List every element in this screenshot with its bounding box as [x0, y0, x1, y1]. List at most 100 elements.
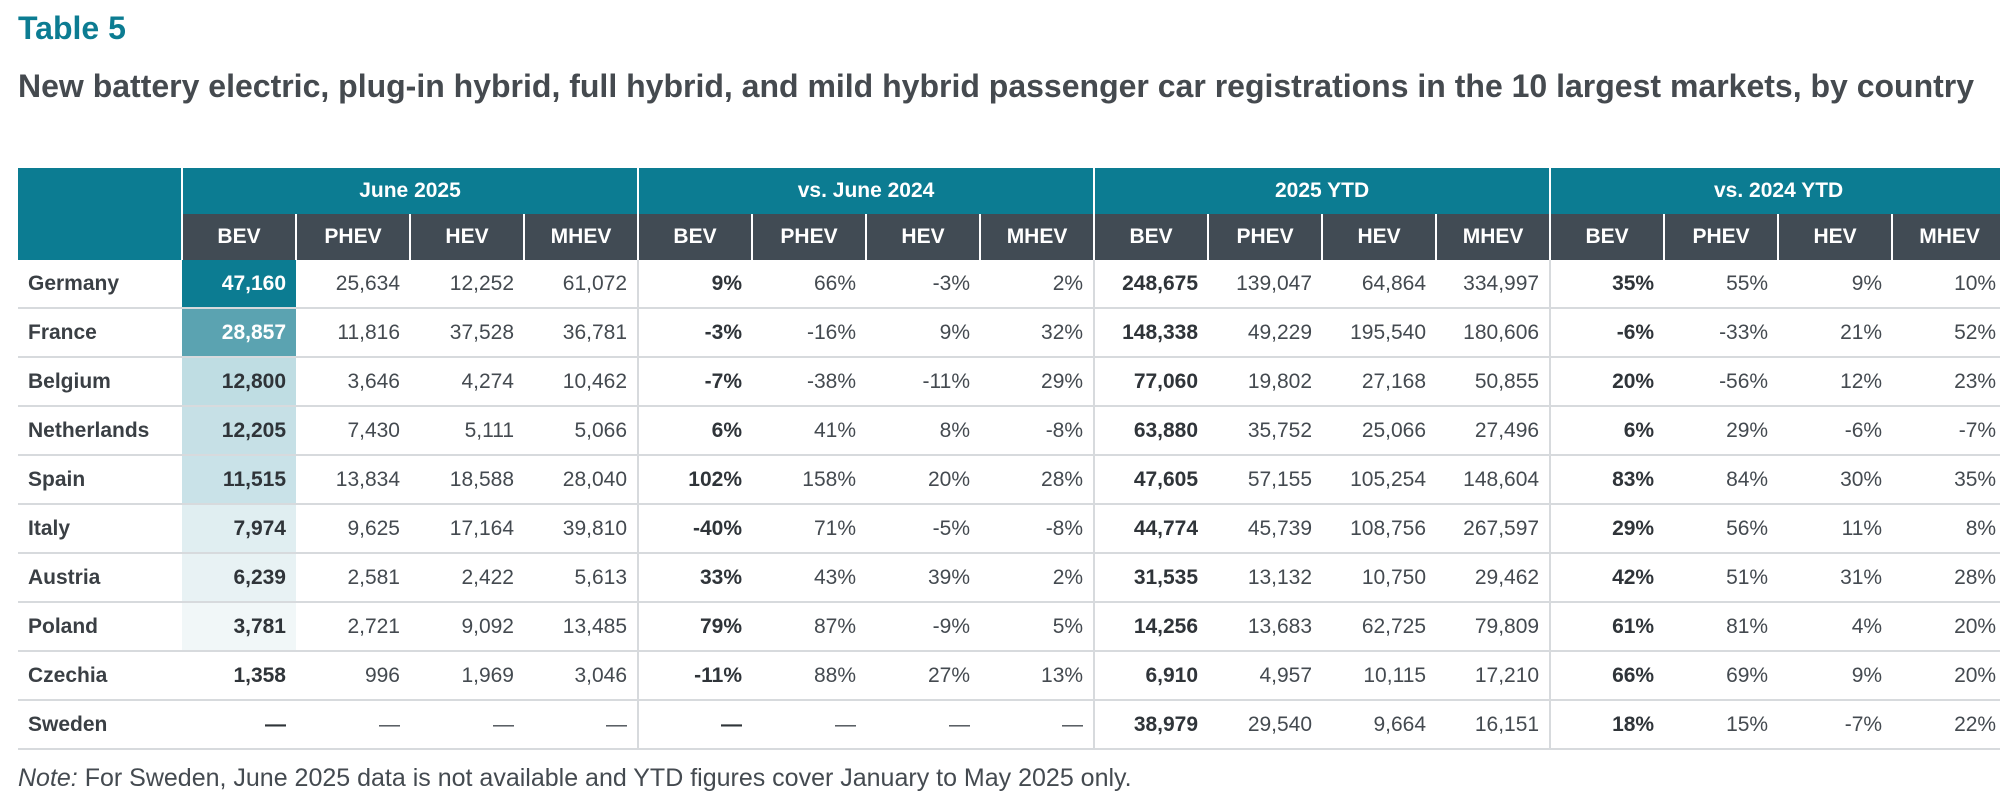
ytd-mhev-cell: 50,855: [1436, 357, 1551, 407]
vs-ytd-phev-cell: 51%: [1664, 553, 1779, 603]
subheader-mhev: MHEV: [1435, 214, 1551, 260]
ytd-bev-cell: 47,605: [1093, 455, 1209, 505]
vs-ytd-bev-cell: 29%: [1549, 504, 1665, 554]
vs-ytd-mhev-cell: -7%: [1892, 406, 2000, 456]
ytd-phev-cell: 139,047: [1208, 260, 1323, 309]
vs-ytd-hev-cell: 11%: [1778, 504, 1893, 554]
june-phev-cell: 996: [296, 651, 410, 701]
ytd-hev-cell: 105,254: [1322, 455, 1437, 505]
ytd-mhev-cell: 17,210: [1436, 651, 1551, 701]
june-mhev-cell: —: [524, 700, 639, 750]
vs-ytd-mhev-cell: 23%: [1892, 357, 2000, 407]
group-header-row: June 2025 vs. June 2024 2025 YTD vs. 202…: [18, 168, 2000, 214]
vs-ytd-hev-cell: 9%: [1778, 260, 1893, 309]
june-phev-cell: 11,816: [296, 308, 410, 358]
table-row: Sweden — — — — — — — —38,979 29,540 9,664 16,151 18%…: [18, 700, 2000, 750]
vs-ytd-bev-cell: 83%: [1549, 455, 1665, 505]
june-bev-cell: 6,239: [182, 553, 296, 603]
country-cell: Netherlands: [18, 406, 182, 456]
june-bev-cell: 1,358: [182, 651, 296, 701]
group-header-vs-june-2024: vs. June 2024: [637, 168, 1095, 214]
vs-june-phev-cell: 66%: [752, 260, 867, 309]
table-row: Italy 7,974 9,625 17,164 39,810 -40% 71% -5% -8%…: [18, 504, 2000, 554]
ytd-hev-cell: 64,864: [1322, 260, 1437, 309]
vs-june-mhev-cell: 2%: [980, 260, 1095, 309]
vs-june-phev-cell: -16%: [752, 308, 867, 358]
june-phev-cell: 2,581: [296, 553, 410, 603]
june-mhev-cell: 5,066: [524, 406, 639, 456]
ytd-hev-cell: 195,540: [1322, 308, 1437, 358]
vs-june-hev-cell: —: [866, 700, 981, 750]
corner-cell: [18, 168, 182, 214]
june-mhev-cell: 36,781: [524, 308, 639, 358]
vs-ytd-bev-cell: 61%: [1549, 602, 1665, 652]
vs-june-phev-cell: -38%: [752, 357, 867, 407]
vs-ytd-phev-cell: 81%: [1664, 602, 1779, 652]
vs-ytd-hev-cell: 12%: [1778, 357, 1893, 407]
ytd-bev-cell: 77,060: [1093, 357, 1209, 407]
group-header-vs-2024-ytd: vs. 2024 YTD: [1549, 168, 2000, 214]
ytd-bev-cell: 6,910: [1093, 651, 1209, 701]
vs-ytd-bev-cell: 42%: [1549, 553, 1665, 603]
june-bev-cell: 3,781: [182, 602, 296, 652]
vs-ytd-mhev-cell: 22%: [1892, 700, 2000, 750]
vs-ytd-bev-cell: 18%: [1549, 700, 1665, 750]
vs-june-mhev-cell: -8%: [980, 504, 1095, 554]
ytd-bev-cell: 248,675: [1093, 260, 1209, 309]
vs-june-mhev-cell: —: [980, 700, 1095, 750]
ytd-bev-cell: 14,256: [1093, 602, 1209, 652]
subheader-bev: BEV: [1549, 214, 1665, 260]
vs-june-phev-cell: 71%: [752, 504, 867, 554]
subheader-mhev: MHEV: [522, 214, 639, 260]
subheader-bev: BEV: [181, 214, 296, 260]
vs-ytd-hev-cell: 9%: [1778, 651, 1893, 701]
june-mhev-cell: 39,810: [524, 504, 639, 554]
vs-ytd-phev-cell: 69%: [1664, 651, 1779, 701]
june-hev-cell: 4,274: [410, 357, 524, 407]
june-bev-cell: 12,205: [182, 406, 296, 456]
vs-june-mhev-cell: 32%: [980, 308, 1095, 358]
country-cell: Austria: [18, 553, 182, 603]
june-phev-cell: 25,634: [296, 260, 410, 309]
country-cell: Poland: [18, 602, 182, 652]
group-header-2025-ytd: 2025 YTD: [1093, 168, 1551, 214]
vs-june-mhev-cell: 29%: [980, 357, 1095, 407]
vs-june-bev-cell: -7%: [637, 357, 753, 407]
june-phev-cell: —: [296, 700, 410, 750]
ytd-mhev-cell: 79,809: [1436, 602, 1551, 652]
subheader-phev: PHEV: [295, 214, 410, 260]
table-row: Austria 6,239 2,581 2,422 5,613 33% 43% 39% 2% 31…: [18, 553, 2000, 603]
june-hev-cell: 12,252: [410, 260, 524, 309]
vs-june-hev-cell: 20%: [866, 455, 981, 505]
country-cell: Czechia: [18, 651, 182, 701]
table-row: Czechia 1,358 996 1,969 3,046 -11% 88% 27% 13% 6,…: [18, 651, 2000, 701]
ytd-phev-cell: 29,540: [1208, 700, 1323, 750]
vs-ytd-bev-cell: 6%: [1549, 406, 1665, 456]
table-row: Poland 3,781 2,721 9,092 13,485 79% 87% -9% 5% 14…: [18, 602, 2000, 652]
june-hev-cell: —: [410, 700, 524, 750]
vs-ytd-phev-cell: 29%: [1664, 406, 1779, 456]
table-row: Germany 47,160 25,634 12,252 61,072 9% 66% -3% 2…: [18, 260, 2000, 309]
table-label: Table 5: [18, 10, 126, 46]
ytd-hev-cell: 9,664: [1322, 700, 1437, 750]
vs-june-phev-cell: 88%: [752, 651, 867, 701]
ytd-mhev-cell: 180,606: [1436, 308, 1551, 358]
ytd-mhev-cell: 334,997: [1436, 260, 1551, 309]
vs-ytd-phev-cell: 15%: [1664, 700, 1779, 750]
june-hev-cell: 2,422: [410, 553, 524, 603]
vs-june-hev-cell: -11%: [866, 357, 981, 407]
vs-ytd-phev-cell: 56%: [1664, 504, 1779, 554]
june-bev-cell: 47,160: [182, 260, 296, 309]
june-phev-cell: 13,834: [296, 455, 410, 505]
ytd-mhev-cell: 267,597: [1436, 504, 1551, 554]
vs-june-phev-cell: 87%: [752, 602, 867, 652]
vs-june-hev-cell: -9%: [866, 602, 981, 652]
vs-ytd-mhev-cell: 20%: [1892, 602, 2000, 652]
vs-ytd-hev-cell: -7%: [1778, 700, 1893, 750]
ytd-bev-cell: 63,880: [1093, 406, 1209, 456]
ytd-phev-cell: 35,752: [1208, 406, 1323, 456]
vs-june-hev-cell: 8%: [866, 406, 981, 456]
june-phev-cell: 2,721: [296, 602, 410, 652]
june-hev-cell: 17,164: [410, 504, 524, 554]
june-bev-cell: —: [182, 700, 296, 750]
